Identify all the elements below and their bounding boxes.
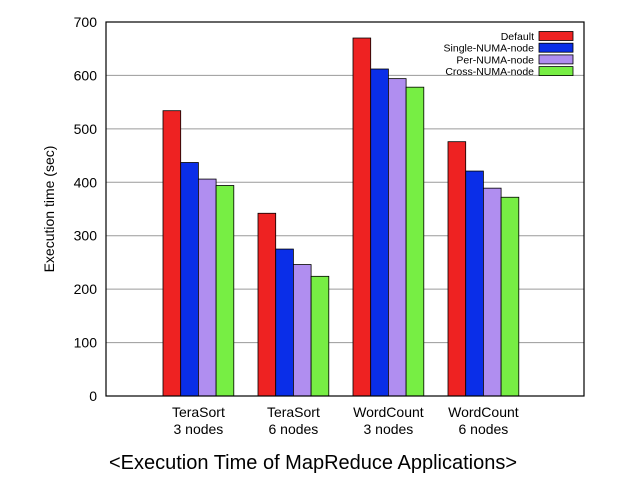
bar-cross-numa-node-3 xyxy=(500,196,520,397)
bar-per-numa-node-3 xyxy=(482,187,502,397)
y-tick-label: 700 xyxy=(74,14,98,30)
y-tick-label: 400 xyxy=(74,174,98,190)
legend: DefaultSingle-NUMA-nodePer-NUMA-nodeCros… xyxy=(444,31,574,78)
bar-per-numa-node-0 xyxy=(197,178,217,397)
x-tick-label: TeraSort xyxy=(267,404,320,420)
bar-per-numa-node-1 xyxy=(292,264,312,397)
chart-caption: <Execution Time of MapReduce Application… xyxy=(108,452,518,474)
y-axis-ticks: 0 100 200 300 400 500 600 700 xyxy=(74,14,98,404)
legend-swatch xyxy=(538,54,574,65)
y-tick-label: 600 xyxy=(74,67,98,83)
legend-label: Single-NUMA-node xyxy=(444,43,535,55)
bar-default-2 xyxy=(352,37,372,397)
plot-frame xyxy=(105,21,585,397)
bar-default-0 xyxy=(162,110,182,397)
bar-single-numa-node-0 xyxy=(180,162,199,397)
bar-default-1 xyxy=(257,212,277,397)
bar-cross-numa-node-1 xyxy=(310,275,330,397)
bar-cross-numa-node-0 xyxy=(215,185,235,397)
y-tick-label: 0 xyxy=(89,388,97,404)
x-tick-label: TeraSort xyxy=(172,404,225,420)
legend-label: Cross-NUMA-node xyxy=(445,66,534,78)
x-tick-label: 3 nodes xyxy=(173,421,223,437)
x-tick-label: WordCount xyxy=(448,404,519,420)
x-tick-label: 6 nodes xyxy=(268,421,318,437)
bar-cross-numa-node-2 xyxy=(405,86,425,397)
y-tick-label: 100 xyxy=(74,335,98,351)
bar-single-numa-node-2 xyxy=(370,68,389,397)
legend-swatch xyxy=(538,42,574,53)
y-tick-label: 300 xyxy=(74,228,98,244)
bar-default-3 xyxy=(447,141,467,397)
x-tick-label: WordCount xyxy=(353,404,424,420)
bar-per-numa-node-2 xyxy=(387,78,407,397)
bar-single-numa-node-3 xyxy=(465,170,484,397)
bars xyxy=(162,37,520,397)
y-tick-label: 500 xyxy=(74,121,98,137)
y-axis-label: Execution time (sec) xyxy=(41,146,57,273)
x-tick-label: 3 nodes xyxy=(363,421,413,437)
legend-swatch xyxy=(538,66,574,76)
x-tick-label: 6 nodes xyxy=(458,421,508,437)
legend-label: Default xyxy=(501,31,534,43)
legend-label: Per-NUMA-node xyxy=(456,54,534,66)
y-tick-label: 200 xyxy=(74,281,98,297)
legend-swatch xyxy=(538,31,574,41)
bar-single-numa-node-1 xyxy=(275,248,294,397)
